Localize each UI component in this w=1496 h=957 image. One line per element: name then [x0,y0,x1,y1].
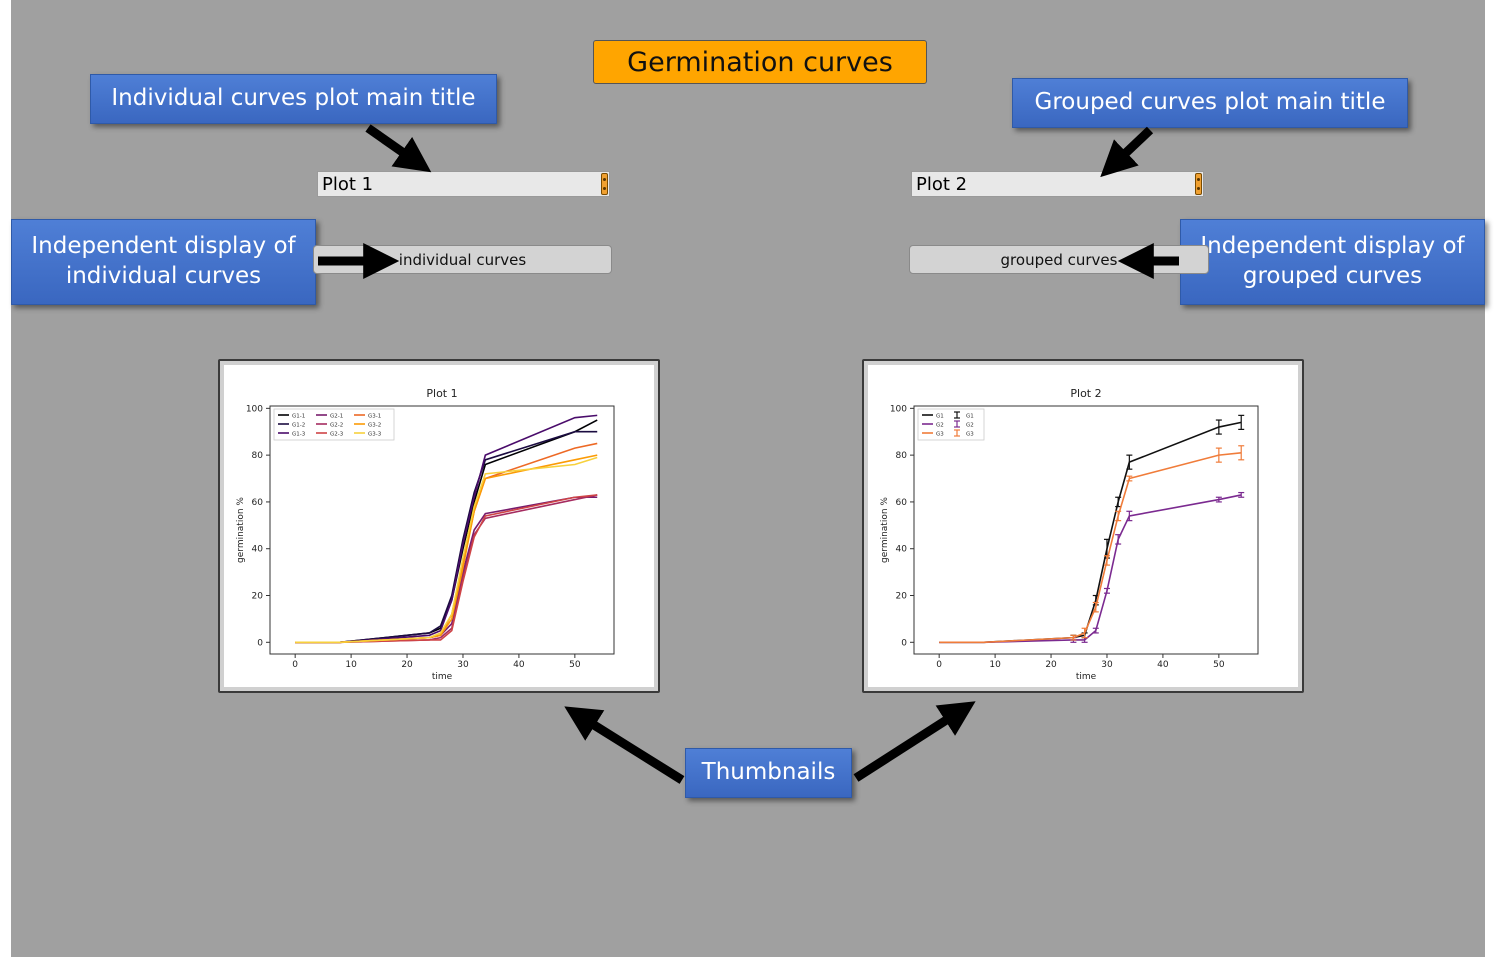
x-tick-label: 0 [292,660,298,670]
chart-title: Plot 1 [426,387,457,400]
callout-grouped-display: Independent display of grouped curves [1180,219,1485,305]
x-tick-label: 30 [457,660,469,670]
x-tick-label: 40 [1157,660,1169,670]
series-line-G2-1 [295,496,598,644]
y-tick-label: 100 [246,404,263,414]
y-tick-label: 60 [896,498,908,508]
plot2-chart: Plot 2 time germination % 0 10 20 30 40 50 0 20 40 6… [880,387,1259,682]
callout-thumbnails: Thumbnails [685,748,852,798]
series-line-G1-2 [295,430,598,644]
x-tick-label: 40 [513,660,525,670]
y-tick-label: 60 [252,498,264,508]
callout-grouped-title: Grouped curves plot main title [1012,78,1408,128]
x-tick-label: 30 [1101,660,1113,670]
series-line-G3 [939,451,1242,644]
series-line-G2-2 [295,494,598,644]
y-tick-label: 40 [252,545,264,555]
x-tick-label: 20 [1045,660,1057,670]
legend-label: G1 [936,414,944,420]
legend-label: G1-1 [292,414,305,420]
series-line-G1-3 [295,414,598,644]
plot1-title-value: Plot 1 [322,173,374,195]
legend-label: G1-2 [292,423,305,429]
series-line-G1 [939,421,1242,644]
plot2-title-input[interactable]: Plot 2 [911,171,1204,197]
y-axis-label: germination % [880,497,890,563]
y-tick-label: 80 [252,451,264,461]
series-line-G2-3 [295,494,598,644]
plot-frame [269,405,615,655]
y-tick-label: 0 [257,638,263,648]
x-tick-label: 50 [1213,660,1225,670]
grouped-curves-button[interactable]: grouped curves [909,245,1209,274]
legend-box [273,408,395,441]
legend-label: G3-2 [368,423,381,429]
legend-label: G1-3 [292,432,306,438]
chart-title: Plot 2 [1070,387,1101,400]
callout-individual-display: Independent display of individual curves [11,219,316,305]
x-tick-label: 0 [936,660,942,670]
plot-frame [913,405,1259,655]
y-tick-label: 20 [896,592,908,602]
x-axis-label: time [1076,672,1097,682]
x-axis-label: time [432,672,453,682]
legend-label: G2 [966,423,974,429]
legend-label: G1 [966,414,974,420]
callout-line: Independent display of [31,233,296,260]
y-tick-label: 0 [901,638,907,648]
legend-label: G2 [936,423,944,429]
y-axis-label: germination % [236,497,246,563]
legend-label: G2-2 [330,423,343,429]
thumbnail-plot1[interactable]: Plot 1 time germination % 0 10 20 30 40 50 0 20 40 6… [218,359,660,693]
legend-label: G3-1 [368,414,381,420]
individual-curves-button[interactable]: individual curves [313,245,612,274]
y-tick-label: 40 [896,545,908,555]
plot1-title-input[interactable]: Plot 1 [317,171,610,197]
series-line-G3-3 [295,456,598,644]
x-tick-label: 20 [401,660,413,670]
x-tick-label: 10 [989,660,1001,670]
spin-handle-icon[interactable] [601,173,608,195]
legend-label: G3-3 [368,432,382,438]
plot2-title-value: Plot 2 [916,173,968,195]
series-line-G2 [939,494,1242,644]
plot1-chart: Plot 1 time germination % 0 10 20 30 40 50 0 20 40 6… [236,387,615,682]
callout-individual-title: Individual curves plot main title [90,74,497,124]
x-tick-label: 50 [569,660,581,670]
y-tick-label: 80 [896,451,908,461]
legend-label: G3 [936,432,944,438]
legend-label: G2-1 [330,414,343,420]
thumbnail-plot2[interactable]: Plot 2 time germination % 0 10 20 30 40 50 0 20 40 6… [862,359,1304,693]
callout-line: Independent display of [1200,233,1465,260]
main-title: Germination curves [593,40,927,84]
legend-label: G2-3 [330,432,344,438]
y-tick-label: 100 [890,404,907,414]
y-tick-label: 20 [252,592,264,602]
callout-line: individual curves [65,263,262,289]
x-tick-label: 10 [345,660,357,670]
spin-handle-icon[interactable] [1195,173,1202,195]
callout-line: grouped curves [1242,263,1423,289]
legend-label: G3 [966,432,974,438]
